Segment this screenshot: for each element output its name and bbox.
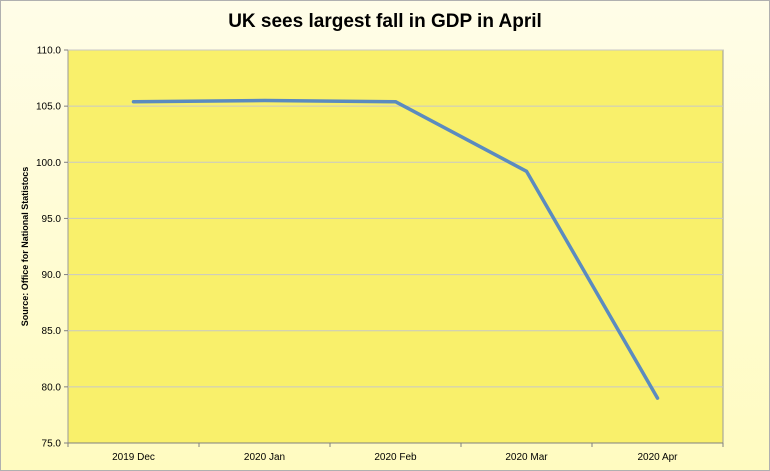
gdp-data-point [394, 100, 397, 104]
y-tick-label: 100.0 [36, 158, 61, 169]
gdp-data-point [263, 99, 266, 103]
y-axis-label: Source: Office for National Statistocs [20, 167, 30, 327]
gdp-data-point [656, 396, 659, 400]
chart-title: UK sees largest fall in GDP in April [228, 11, 542, 32]
gdp-data-point [525, 169, 528, 173]
x-tick-label: 2020 Apr [637, 452, 678, 463]
x-tick-label: 2020 Feb [374, 452, 417, 463]
y-tick-label: 85.0 [42, 326, 62, 337]
y-tick-label: 80.0 [42, 382, 62, 393]
y-tick-label: 95.0 [42, 214, 62, 225]
y-tick-label: 105.0 [36, 102, 61, 113]
y-tick-label: 110.0 [37, 46, 62, 57]
y-tick-label: 75.0 [42, 439, 62, 450]
x-tick-label: 2020 Jan [244, 452, 285, 463]
x-tick-label: 2019 Dec [112, 452, 155, 463]
x-tick-label: 2020 Mar [505, 452, 548, 463]
y-tick-label: 90.0 [42, 270, 62, 281]
gdp-data-point [132, 100, 135, 104]
plot-area [67, 49, 724, 444]
